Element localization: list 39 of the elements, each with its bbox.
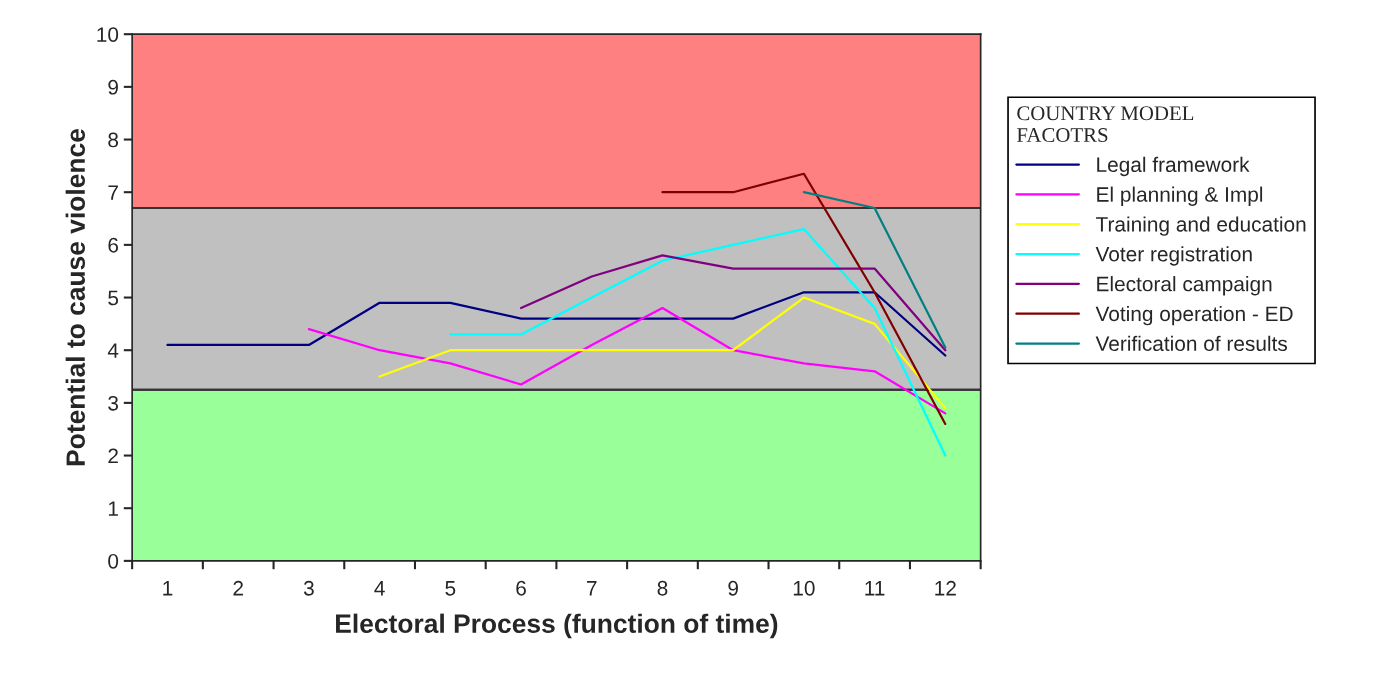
- legend-label: Electoral campaign: [1097, 276, 1272, 296]
- y-tick-label: 2: [108, 448, 118, 464]
- y-tick-label: 9: [108, 79, 118, 95]
- x-tick-label: 4: [374, 581, 385, 596]
- x-tick-label: 11: [865, 581, 885, 596]
- legend-label: Verification of results: [1095, 335, 1288, 352]
- x-tick-label: 1: [163, 581, 173, 596]
- x-tick-label: 10: [793, 580, 815, 596]
- y-tick-label: 3: [108, 395, 119, 411]
- x-tick-label: 12: [935, 580, 956, 596]
- y-tick-label: 6: [108, 237, 119, 253]
- y-tick-label: 8: [108, 132, 119, 148]
- y-tick-label: 4: [107, 343, 119, 358]
- x-tick-label: 6: [516, 580, 526, 596]
- line-series: [307, 306, 947, 415]
- line-series: [519, 254, 947, 352]
- legend-label: El planning & Impl: [1097, 186, 1263, 206]
- x-tick-label: 3: [303, 580, 314, 596]
- x-tick-label: 5: [445, 581, 456, 596]
- x-tick-label: 8: [657, 580, 668, 596]
- y-tick-label: 0: [108, 553, 119, 569]
- line-series: [661, 172, 947, 426]
- line-series: [449, 227, 947, 457]
- legend-label: Voting operation - ED: [1095, 305, 1293, 326]
- legend-label: Legal framework: [1097, 156, 1250, 177]
- legend-label: Voter registration: [1095, 246, 1252, 266]
- y-axis-title: Potential to cause violence: [65, 129, 86, 466]
- x-tick-label: 7: [587, 581, 597, 596]
- line-series: [378, 296, 947, 410]
- y-tick-label: 1: [108, 501, 118, 516]
- y-tick-label: 5: [108, 290, 119, 306]
- y-tick-label: 10: [97, 27, 119, 42]
- legend-title: COUNTRY MODEL FACOTRS: [1016, 106, 1194, 143]
- x-axis-title: Electoral Process (function of time): [336, 613, 778, 639]
- x-tick-label: 2: [233, 580, 243, 596]
- legend-label: Training and education: [1096, 216, 1306, 236]
- line-series: [166, 291, 947, 357]
- x-tick-label: 9: [728, 580, 738, 596]
- y-tick-label: 7: [108, 185, 118, 200]
